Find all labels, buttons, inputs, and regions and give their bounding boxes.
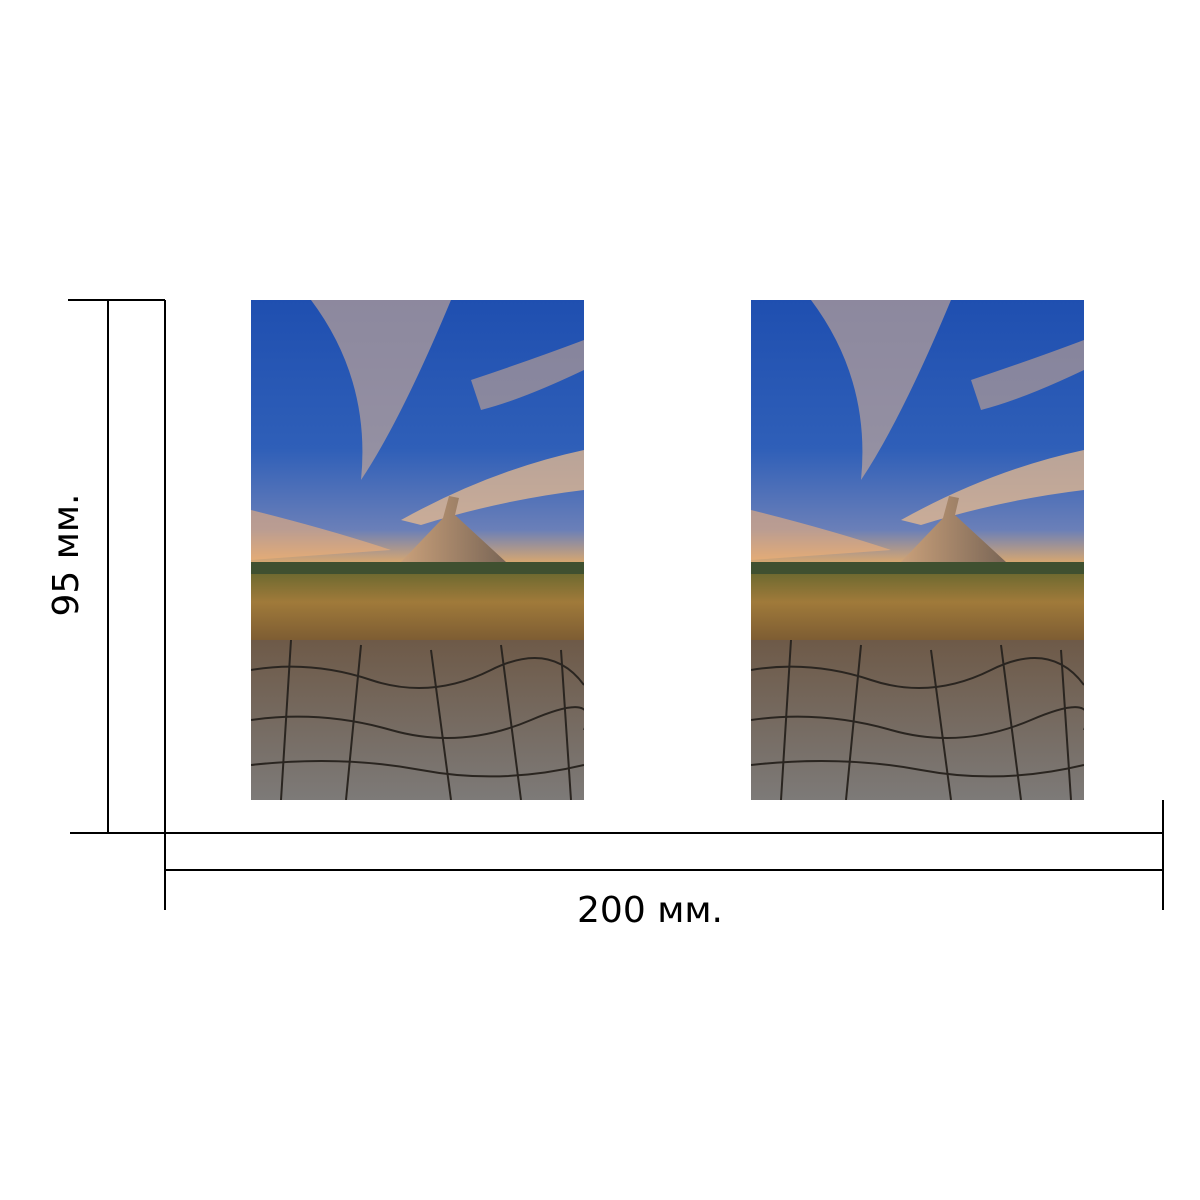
height-label: 95 мм. [46,493,87,616]
product-photo [751,300,1087,800]
height-dimension: 95 мм. [46,299,166,834]
width-dimension: 200 мм. [164,800,1164,931]
product-photo [251,300,587,800]
width-label: 200 мм. [577,890,723,931]
